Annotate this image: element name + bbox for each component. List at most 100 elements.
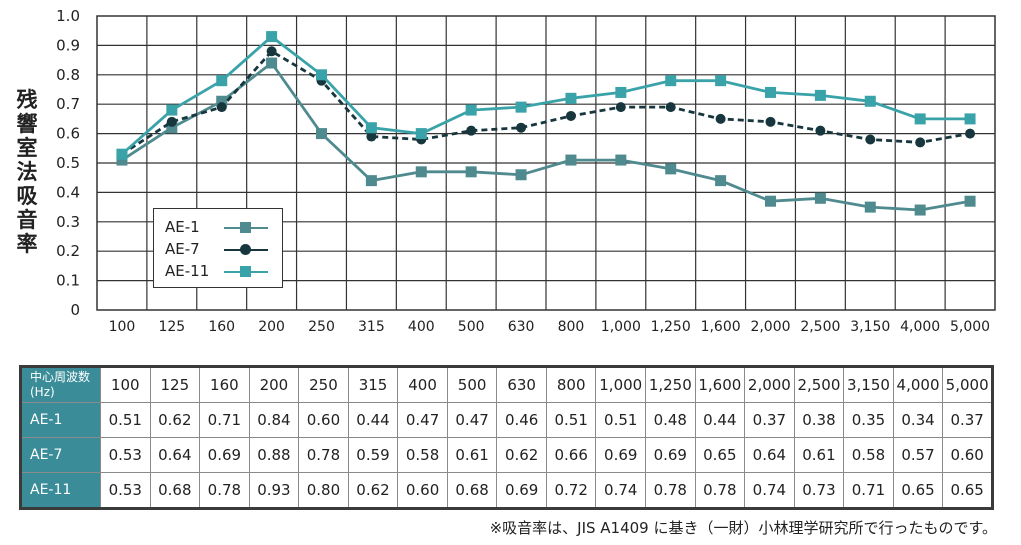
value-cell: 0.69 [496,472,547,509]
table-row: AE-1 0.51 0.62 0.71 0.84 0.60 0.44 0.47 0.47 0.46… [20,402,993,438]
frequency-cell: 4,000 [892,366,944,403]
x-tick-label: 400 [408,319,435,335]
frequency-cell: 3,150 [843,366,894,403]
value-cell: 0.44 [347,402,399,438]
x-tick-label: 5,000 [950,319,990,335]
data-point-ae-1 [116,154,128,166]
data-point-ae-1 [665,163,677,175]
x-tick-label: 1,250 [651,319,691,335]
frequency-cell: 160 [199,366,250,403]
data-point-ae-11 [964,113,976,125]
x-tick-label: 2,500 [800,319,840,335]
value-cell: 0.68 [446,472,498,509]
x-tick-label: 125 [158,319,185,335]
x-tick-label: 3,150 [850,319,890,335]
value-cell: 0.60 [942,437,993,473]
value-cell: 0.58 [843,437,894,473]
data-point-ae-11 [465,104,477,116]
legend-item-ae-1: AE-1 [154,217,282,239]
value-cell: 0.71 [199,402,250,438]
absorption-table: 中心周波数 (Hz) 100 125 160 200 250 315 400 500 630 800 1… [19,365,994,510]
value-cell: 0.58 [397,437,448,473]
y-axis-label: 残響室法吸音率 [16,88,38,256]
value-cell: 0.62 [347,472,399,509]
data-point-ae-11 [665,75,677,87]
value-cell: 0.69 [199,437,250,473]
absorption-chart: 0 0.1 0.2 0.3 0.4 0.5 0.6 0.7 0.8 0.9 1.0 100 125 160… [56,7,996,335]
value-cell: 0.57 [892,437,944,473]
row-label-cell: AE-7 [20,437,101,473]
x-tick-label: 200 [258,319,285,335]
y-tick-label: 0.1 [56,272,80,290]
x-tick-label: 315 [358,319,385,335]
value-cell: 0.35 [843,402,894,438]
data-point-ae-11 [864,95,876,107]
data-point-ae-11 [765,86,776,98]
data-point-ae-11 [216,75,228,87]
series-line-ae-11 [120,35,971,156]
y-tick-label: 0.8 [56,66,80,84]
value-cell: 0.65 [942,472,993,509]
x-tick-label: 500 [458,319,485,335]
data-point-ae-1 [814,192,826,204]
data-point-ae-7 [765,116,776,127]
y-tick-label: 0 [70,301,80,319]
x-tick-label: 630 [508,319,535,335]
data-point-ae-11 [415,128,427,140]
value-cell: 0.47 [446,402,498,438]
frequency-header-cell: 中心周波数 (Hz) [20,366,101,403]
x-tick-label: 4,000 [900,319,940,335]
data-point-ae-7 [166,116,177,127]
data-point-ae-1 [465,166,477,178]
frequency-cell: 1,250 [645,366,696,403]
frequency-cell: 1,000 [595,366,647,403]
value-cell: 0.53 [100,472,151,509]
value-cell: 0.78 [694,472,746,509]
value-cell: 0.62 [496,437,547,473]
x-tick-label: 100 [109,319,136,335]
value-cell: 0.62 [149,402,201,438]
value-cell: 0.61 [793,437,845,473]
y-tick-label: 1.0 [56,7,80,25]
value-cell: 0.65 [694,437,746,473]
data-point-ae-1 [765,195,776,207]
frequency-cell: 2,500 [793,366,845,403]
x-tick-label: 250 [308,319,335,335]
x-tick-label: 1,000 [601,319,641,335]
data-point-ae-11 [615,86,627,98]
table-header-row: 中心周波数 (Hz) 100 125 160 200 250 315 400 500 630 800 1… [20,366,993,403]
series-line-ae-1 [121,61,971,212]
value-cell: 0.51 [545,402,597,438]
data-point-ae-1 [565,154,577,166]
data-point-ae-11 [715,75,727,87]
data-point-ae-7 [665,102,676,113]
value-cell: 0.44 [694,402,746,438]
value-cell: 0.78 [199,472,250,509]
x-tick-label: 2,000 [750,319,790,335]
data-point-ae-7 [815,125,826,136]
frequency-cell: 100 [100,366,151,403]
legend-label: AE-1 [165,218,200,236]
data-point-ae-7 [516,122,527,133]
data-point-ae-7 [565,110,576,121]
data-point-ae-1 [415,166,427,178]
value-cell: 0.46 [496,402,547,438]
data-point-ae-1 [615,154,627,166]
frequency-cell: 800 [545,366,597,403]
frequency-cell: 630 [496,366,547,403]
value-cell: 0.47 [397,402,448,438]
data-point-ae-7 [466,125,477,136]
data-point-ae-7 [366,131,377,142]
data-point-ae-11 [565,92,577,104]
value-cell: 0.71 [843,472,894,509]
data-point-ae-7 [266,46,277,57]
value-cell: 0.73 [793,472,845,509]
value-cell: 0.88 [248,437,300,473]
value-cell: 0.60 [298,402,349,438]
frequency-cell: 500 [446,366,498,403]
data-point-ae-7 [915,137,926,148]
data-point-ae-11 [166,104,178,116]
data-point-ae-11 [316,69,327,81]
value-cell: 0.64 [744,437,795,473]
x-tick-label: 1,600 [701,319,741,335]
